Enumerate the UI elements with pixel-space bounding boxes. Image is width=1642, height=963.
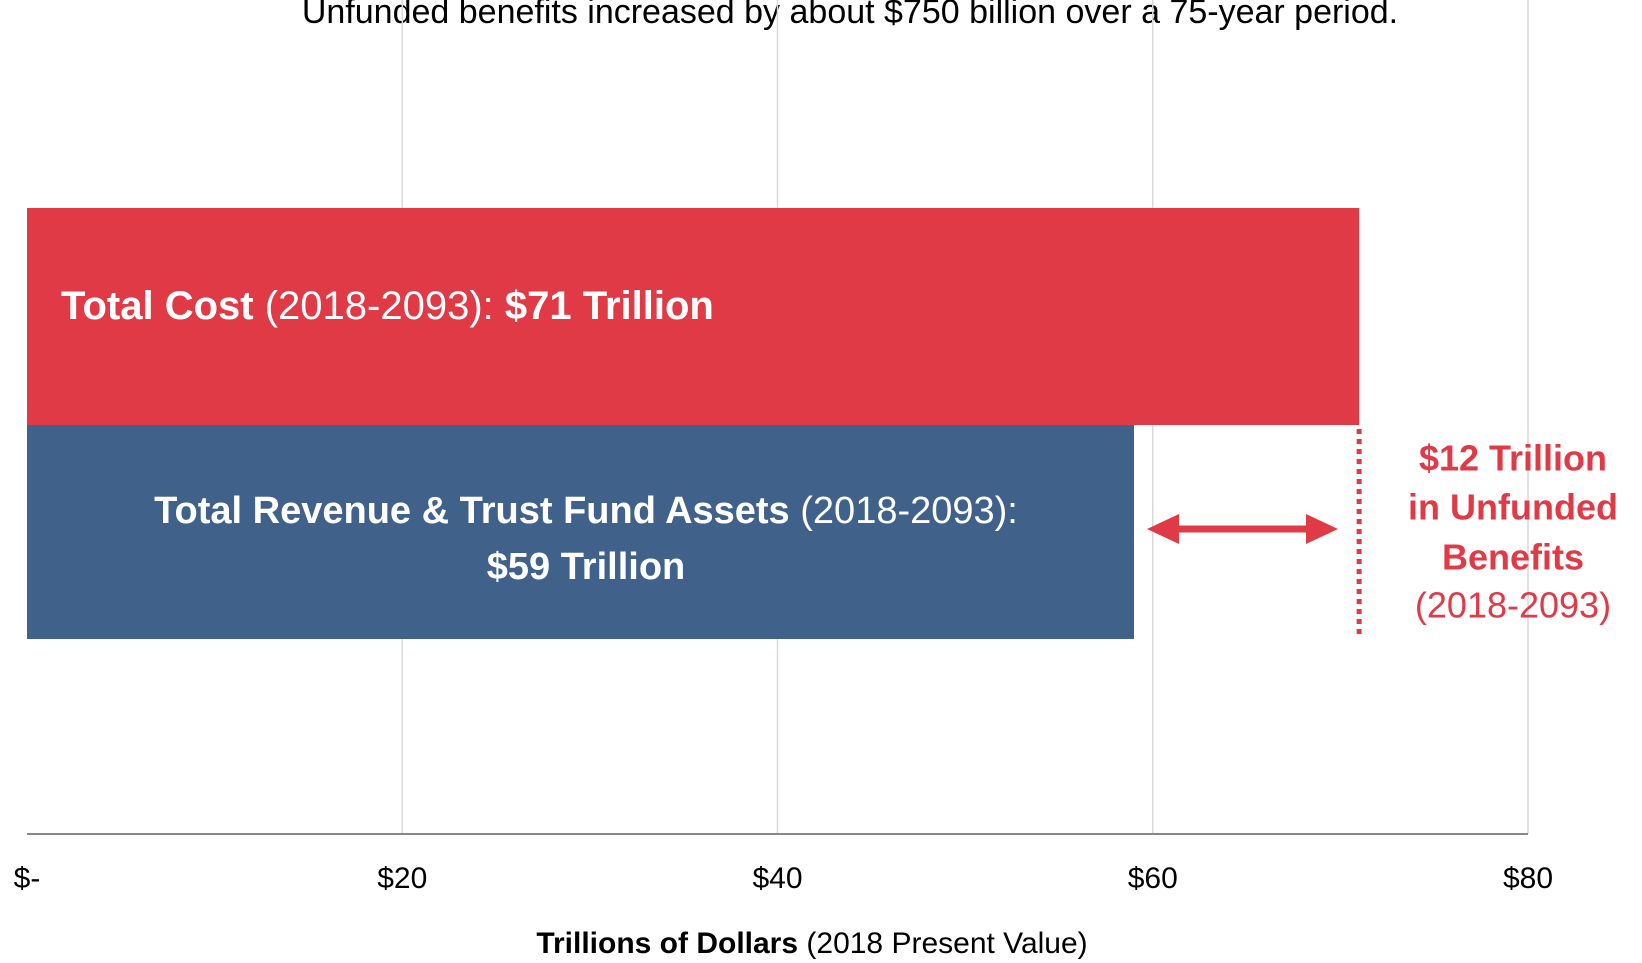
annotation: $12 Trillion [1419,438,1607,479]
arrow-head [1147,514,1179,544]
x-tick-label: $80 [1503,862,1553,895]
chart-title: Unfunded benefits increased by about $75… [302,0,1398,31]
x-tick-label: $20 [377,862,427,895]
annotation-period: (2018-2093) [1415,585,1611,626]
x-axis-label: Trillions of Dollars (2018 Present Value… [536,927,1087,960]
bar-value-label: $59 Trillion [487,546,686,588]
x-tick-label: $60 [1128,862,1178,895]
annotation: in Unfunded [1408,487,1618,528]
annotation: Benefits [1442,537,1584,578]
bar-label: Total Revenue & Trust Fund Assets (2018-… [154,490,1018,532]
bar-label: Total Cost (2018-2093): $71 Trillion [61,284,714,328]
bar-label-period: (2018-2093): [800,490,1018,532]
bar [27,208,1360,425]
bar-label-period: (2018-2093): [265,284,494,328]
x-axis-label-normal: (2018 Present Value) [806,927,1087,960]
x-axis-label-bold: Trillions of Dollars [536,927,798,960]
bar-label-name: Total Cost [61,284,254,328]
bar-label-name: Total Revenue & Trust Fund Assets [154,490,790,532]
x-tick-label: $40 [752,862,802,895]
arrow-head [1306,514,1338,544]
x-tick-label: $- [14,862,41,895]
bar [27,425,1134,639]
bar-value-label: $71 Trillion [505,284,714,328]
